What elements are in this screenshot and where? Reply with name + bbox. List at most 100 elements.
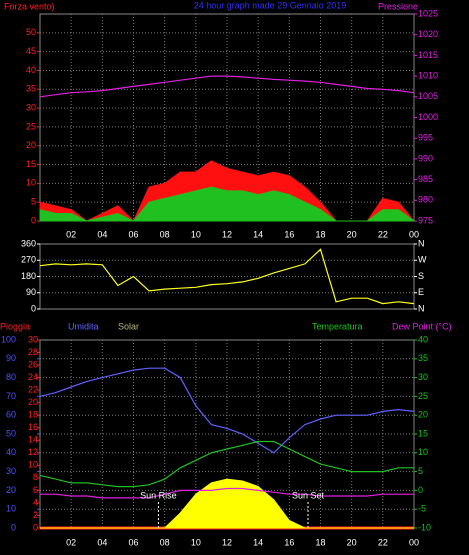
y-tick-label: 0 xyxy=(31,215,36,225)
y2-axis-label: Pressione xyxy=(378,1,418,11)
legend-label: Solar xyxy=(118,321,139,331)
chart-title: 24 hour graph made 29 Gennaio 2019 xyxy=(194,0,347,10)
y-tick-label: 25 xyxy=(26,121,36,131)
y2-tick-label: -10 xyxy=(418,522,431,532)
y2-tick-label: 10 xyxy=(418,447,428,457)
y2-tick-label: 35 xyxy=(418,353,428,363)
y2-tick-label: 20 xyxy=(418,410,428,420)
y-tick-label: 70 xyxy=(6,391,16,401)
y3-tick-label: 22 xyxy=(28,385,38,395)
y3-tick-label: 8 xyxy=(33,472,38,482)
series-line xyxy=(40,487,414,499)
series-area xyxy=(40,478,414,529)
annotation: Sun Set xyxy=(292,490,325,500)
x-tick-label: 02 xyxy=(66,229,76,239)
y3-tick-label: 12 xyxy=(28,447,38,457)
y2-tick-label: 1000 xyxy=(418,112,438,122)
y-tick-label: 180 xyxy=(21,271,36,281)
legend-label: Umidita xyxy=(68,321,99,331)
y3-tick-label: 16 xyxy=(28,422,38,432)
y-tick-label: 15 xyxy=(26,159,36,169)
y3-tick-label: 2 xyxy=(33,510,38,520)
y-tick-label: 20 xyxy=(6,485,16,495)
y2-tick-label: 25 xyxy=(418,391,428,401)
y-tick-label: 30 xyxy=(26,102,36,112)
y2-tick-label: 1005 xyxy=(418,91,438,101)
x-tick-label: 00 xyxy=(409,229,419,239)
x-tick-label: 04 xyxy=(97,537,107,547)
x-tick-label: 00 xyxy=(409,537,419,547)
x-tick-label: 20 xyxy=(347,229,357,239)
y-tick-label: 30 xyxy=(6,466,16,476)
x-tick-label: 16 xyxy=(284,537,294,547)
y3-tick-label: 0 xyxy=(33,522,38,532)
y-tick-label: 90 xyxy=(26,287,36,297)
y-axis-label: Forza vento) xyxy=(4,1,55,11)
legend-label: Pioggia xyxy=(0,321,30,331)
y2-tick-label: N xyxy=(418,303,425,313)
y3-tick-label: 20 xyxy=(28,397,38,407)
y2-tick-label: 1015 xyxy=(418,50,438,60)
y2-tick-label: 1020 xyxy=(418,29,438,39)
y2-tick-label: 975 xyxy=(418,215,433,225)
y-tick-label: 10 xyxy=(6,504,16,514)
y2-tick-label: 1025 xyxy=(418,8,438,18)
annotation: Sun Rise xyxy=(140,490,177,500)
series-area xyxy=(39,186,416,222)
legend-label: Dew Point (°C) xyxy=(392,321,452,331)
y3-tick-label: 26 xyxy=(28,359,38,369)
x-tick-label: 14 xyxy=(253,537,263,547)
x-tick-label: 08 xyxy=(160,229,170,239)
y3-tick-label: 18 xyxy=(28,410,38,420)
x-tick-label: 08 xyxy=(160,537,170,547)
x-tick-label: 16 xyxy=(284,229,294,239)
y3-tick-label: 24 xyxy=(28,372,38,382)
x-tick-label: 04 xyxy=(97,229,107,239)
y-tick-label: 20 xyxy=(26,140,36,150)
y-tick-label: 90 xyxy=(6,353,16,363)
legend-label: Temperatura xyxy=(312,321,363,331)
y-tick-label: 35 xyxy=(26,84,36,94)
series-line xyxy=(39,367,415,454)
y-tick-label: 80 xyxy=(6,372,16,382)
series-line xyxy=(39,75,415,98)
y-tick-label: 40 xyxy=(26,65,36,75)
y-tick-label: 40 xyxy=(6,447,16,457)
y2-tick-label: 5 xyxy=(418,466,423,476)
y-tick-label: 270 xyxy=(21,255,36,265)
y-tick-label: 10 xyxy=(26,178,36,188)
x-tick-label: 18 xyxy=(315,229,325,239)
x-tick-label: 10 xyxy=(191,229,201,239)
y-tick-label: 50 xyxy=(6,428,16,438)
y2-tick-label: 980 xyxy=(418,195,433,205)
x-tick-label: 14 xyxy=(253,229,263,239)
y3-tick-label: 4 xyxy=(33,497,38,507)
y2-tick-label: 0 xyxy=(418,485,423,495)
series-line xyxy=(39,440,414,488)
y2-tick-label: 1010 xyxy=(418,70,438,80)
x-tick-label: 06 xyxy=(128,537,138,547)
y2-tick-label: 40 xyxy=(418,334,428,344)
y-tick-label: 45 xyxy=(26,46,36,56)
x-tick-label: 12 xyxy=(222,537,232,547)
y2-tick-label: -5 xyxy=(418,504,426,514)
y-tick-label: 360 xyxy=(21,238,36,248)
x-tick-label: 18 xyxy=(315,537,325,547)
x-tick-label: 02 xyxy=(66,537,76,547)
y2-tick-label: 995 xyxy=(418,133,433,143)
y2-tick-label: 985 xyxy=(418,174,433,184)
x-tick-label: 20 xyxy=(347,537,357,547)
y3-tick-label: 28 xyxy=(28,347,38,357)
y-tick-label: 100 xyxy=(1,334,16,344)
y3-tick-label: 10 xyxy=(28,460,38,470)
x-tick-label: 10 xyxy=(191,537,201,547)
x-tick-label: 22 xyxy=(378,537,388,547)
y-tick-label: 0 xyxy=(31,303,36,313)
y-tick-label: 5 xyxy=(31,197,36,207)
x-tick-label: 06 xyxy=(128,229,138,239)
y2-tick-label: 30 xyxy=(418,372,428,382)
y2-tick-label: 990 xyxy=(418,153,433,163)
x-tick-label: 22 xyxy=(378,229,388,239)
x-tick-label: 12 xyxy=(222,229,232,239)
